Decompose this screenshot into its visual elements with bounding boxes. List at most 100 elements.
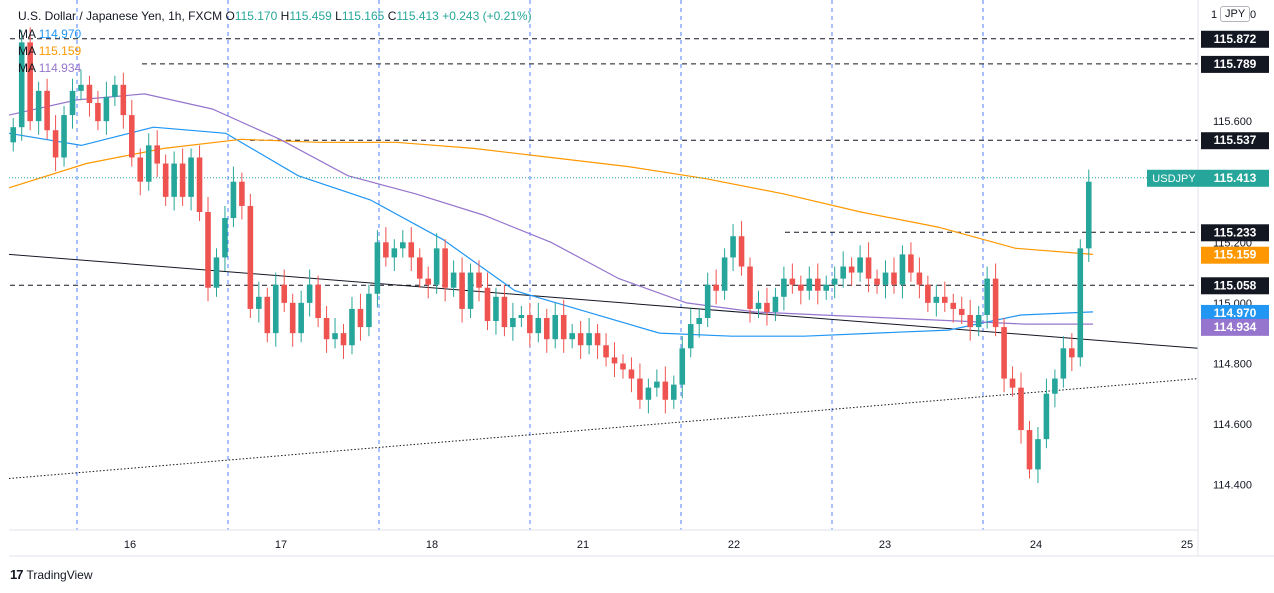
candle-body-109 <box>933 296 940 303</box>
horizontal-levels: 115.872 115.789 115.537 115.233 115.058 <box>10 30 1269 295</box>
candle-body-127 <box>1085 181 1092 249</box>
candle-body-75 <box>645 387 652 400</box>
candle-body-88 <box>755 302 762 309</box>
ma2-legend[interactable]: MA 115.159 <box>18 44 81 58</box>
candle-body-11 <box>103 96 110 122</box>
candle-body-76 <box>654 381 660 388</box>
x-tick-0: 16 <box>124 539 136 551</box>
candle-body-15 <box>137 157 144 182</box>
currency-prefix: 1 <box>1211 9 1218 21</box>
ma2-label: MA <box>18 44 36 58</box>
candle-body-98 <box>840 266 846 279</box>
level-badge-3 <box>1201 224 1269 242</box>
candle-body-70 <box>603 345 609 358</box>
candle-body-126 <box>1077 248 1084 358</box>
candle-body-13 <box>120 84 127 116</box>
moving-averages <box>8 93 1198 337</box>
price-badge-label-0: 115.413 <box>1214 171 1257 185</box>
price-badge-label-1: 115.159 <box>1214 248 1257 262</box>
candle-body-4 <box>44 90 50 131</box>
candle-body-36 <box>315 284 321 318</box>
candle-body-68 <box>586 333 592 346</box>
candle-body-84 <box>721 257 728 291</box>
high-value: 115.459 <box>289 9 332 23</box>
candle-body-85 <box>730 236 736 258</box>
candle-body-90 <box>772 296 779 312</box>
candle-body-103 <box>882 272 889 285</box>
candle-body-56 <box>484 287 491 322</box>
low-value: 115.165 <box>341 9 385 23</box>
candle-body-67 <box>577 333 584 346</box>
ma-line-0 <box>8 126 1094 337</box>
candle-body-0 <box>10 127 17 143</box>
candle-body-123 <box>1052 378 1058 394</box>
candle-body-19 <box>171 163 177 197</box>
close-value: 115.413 <box>396 9 439 23</box>
candle-body-122 <box>1043 393 1050 440</box>
candle-body-125 <box>1069 348 1075 358</box>
candle-body-50 <box>433 248 440 285</box>
candle-body-43 <box>374 242 381 294</box>
candle-body-124 <box>1060 348 1067 379</box>
candle-body-44 <box>383 242 389 258</box>
candle-body-104 <box>891 272 897 285</box>
symbol-badge-label: USDJPY <box>1152 173 1196 185</box>
candle-body-102 <box>874 278 880 285</box>
candle-body-114 <box>975 314 982 328</box>
candle-body-71 <box>611 357 618 364</box>
candle-body-18 <box>162 163 169 197</box>
candle-body-14 <box>129 115 135 158</box>
candle-body-66 <box>569 333 575 340</box>
candle-body-48 <box>416 257 423 279</box>
candle-body-96 <box>823 284 830 291</box>
price-badge-1 <box>1201 246 1269 264</box>
candle-body-117 <box>1001 327 1007 379</box>
time-axis[interactable]: 16 17 18 21 22 23 24 25 <box>124 539 1193 551</box>
low-label: L <box>335 9 342 23</box>
price-badge-2 <box>1201 304 1269 322</box>
candle-body-52 <box>450 272 457 288</box>
candle-body-35 <box>306 284 313 303</box>
change-value: +0.243 (+0.21%) <box>442 9 532 23</box>
price-badge-0 <box>1201 169 1269 187</box>
candle-body-74 <box>637 378 643 400</box>
currency-button[interactable]: JPY <box>1220 6 1251 22</box>
level-badge-2 <box>1201 132 1269 150</box>
candle-body-65 <box>560 314 567 340</box>
tradingview-brand[interactable]: 17 TradingView <box>10 567 93 582</box>
level-label-3: 115.233 <box>1214 225 1257 239</box>
price-badge-3 <box>1201 318 1269 336</box>
level-label-2: 115.537 <box>1214 133 1257 147</box>
candle-body-113 <box>967 314 973 328</box>
candle-body-63 <box>543 318 550 340</box>
candle-body-21 <box>188 157 194 197</box>
price-badge-label-2: 114.970 <box>1214 306 1257 320</box>
candle-body-5 <box>52 130 59 158</box>
candle-body-25 <box>222 218 228 258</box>
ma1-label: MA <box>18 27 36 41</box>
candle-body-27 <box>239 181 245 206</box>
symbol-legend[interactable]: U.S. Dollar / Japanese Yen, 1h, FXCM O11… <box>18 9 532 23</box>
candle-body-30 <box>264 296 271 334</box>
level-label-1: 115.789 <box>1214 57 1257 71</box>
candle-body-41 <box>357 308 364 328</box>
level-badge-1 <box>1201 55 1269 73</box>
ma3-legend[interactable]: MA 114.934 <box>18 61 81 75</box>
symbol-badge <box>1147 169 1201 187</box>
candle-body-89 <box>764 302 770 312</box>
candle-body-93 <box>798 284 804 291</box>
ma1-legend[interactable]: MA 114.970 <box>18 27 81 41</box>
candle-body-60 <box>518 314 525 318</box>
candle-body-45 <box>391 248 398 258</box>
candle-body-34 <box>298 302 304 334</box>
candle-body-78 <box>671 384 677 400</box>
candle-body-46 <box>400 242 406 249</box>
candle-body-29 <box>256 296 262 309</box>
candle-body-49 <box>425 278 431 285</box>
candle-body-59 <box>510 318 516 328</box>
candle-body-83 <box>713 284 719 291</box>
candle-body-8 <box>78 84 84 91</box>
candle-body-28 <box>247 205 254 309</box>
